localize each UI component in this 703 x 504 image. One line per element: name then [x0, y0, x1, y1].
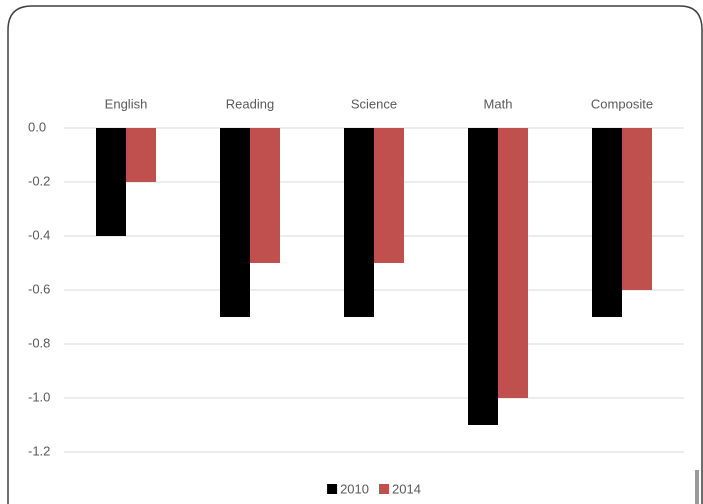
bar [592, 128, 622, 317]
y-tick-label: -1.2 [28, 443, 50, 458]
legend-swatch [379, 484, 389, 494]
legend-label: 2014 [392, 481, 421, 496]
bar [344, 128, 374, 317]
bar [498, 128, 528, 398]
bar [468, 128, 498, 425]
x-tick-label: Composite [591, 96, 653, 111]
y-tick-label: 0.0 [28, 119, 46, 134]
y-tick-label: -1.0 [28, 389, 50, 404]
y-tick-label: -0.8 [28, 335, 50, 350]
y-tick-label: -0.6 [28, 281, 50, 296]
x-tick-label: English [105, 96, 148, 111]
x-tick-label: Math [484, 96, 513, 111]
plot-area: 0.0 -0.2 -0.4 -0.6 -0.8 -1.0 -1.2 English Readin… [28, 96, 684, 496]
x-tick-label: Science [351, 96, 397, 111]
y-tick-label: -0.2 [28, 173, 50, 188]
bar [374, 128, 404, 263]
legend-label: 2010 [340, 481, 369, 496]
bar [126, 128, 156, 182]
bar [220, 128, 250, 317]
bar [622, 128, 652, 290]
bar [96, 128, 126, 236]
bar [250, 128, 280, 263]
x-tick-label: Reading [226, 96, 274, 111]
y-tick-label: -0.4 [28, 227, 50, 242]
legend-swatch [327, 484, 338, 494]
